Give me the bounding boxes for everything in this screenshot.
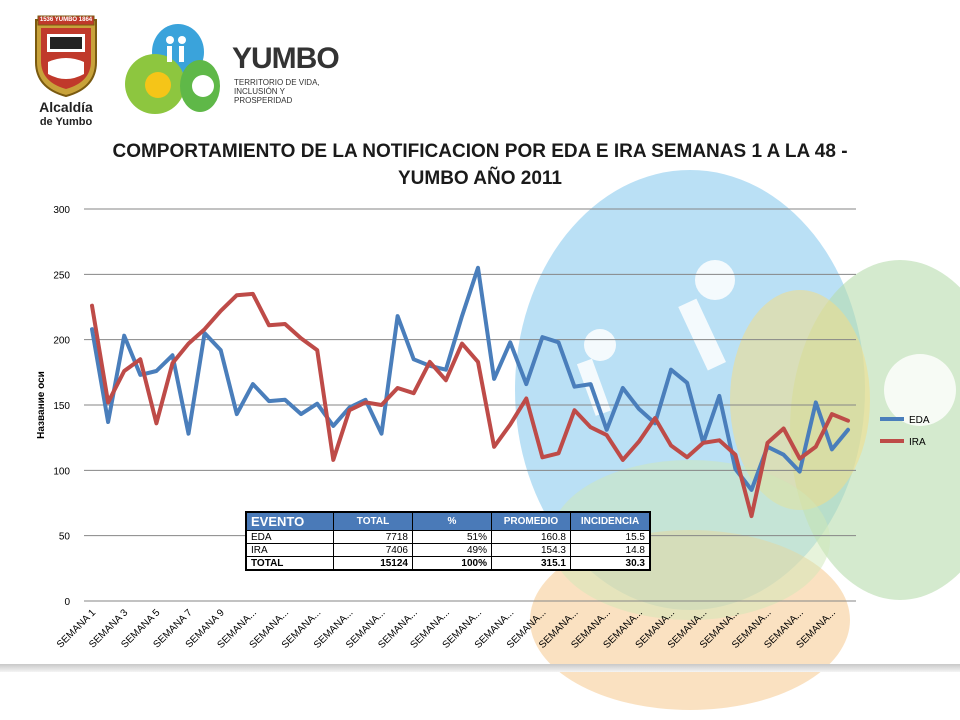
y-tick-label: 50 bbox=[59, 532, 71, 543]
brand-tagline-line1: TERRITORIO DE VIDA, bbox=[234, 78, 320, 87]
table-row-ira: IRA 7406 49% 154.3 14.8 bbox=[245, 543, 651, 557]
alcaldia-crest-logo: 1536 YUMBO 1864 Alcaldía de Yumbo bbox=[30, 14, 102, 129]
series-line-ira bbox=[90, 291, 850, 519]
crest-caption-line1: Alcaldía bbox=[39, 99, 93, 115]
chart-title: COMPORTAMIENTO DE LA NOTIFICACION POR ED… bbox=[112, 141, 848, 189]
cell-incidencia: 30.3 bbox=[570, 556, 651, 571]
table-row-eda: EDA 7718 51% 160.8 15.5 bbox=[245, 530, 651, 544]
crest-shield-icon bbox=[35, 15, 97, 98]
cell-promedio: 160.8 bbox=[491, 530, 571, 544]
cell-total: 7406 bbox=[333, 543, 413, 557]
header-total: TOTAL bbox=[333, 511, 413, 531]
legend-label: IRA bbox=[909, 437, 926, 448]
cell-total: 7718 bbox=[333, 530, 413, 544]
cell-percent: 51% bbox=[412, 530, 492, 544]
cell-event: IRA bbox=[245, 543, 334, 557]
y-axis-title: Название оси bbox=[36, 371, 47, 439]
bottom-divider bbox=[0, 664, 960, 672]
header-percent: % bbox=[412, 511, 492, 531]
cell-percent: 100% bbox=[412, 556, 492, 571]
yumbo-brand-logo: YUMBO TERRITORIO DE VIDA, INCLUSIÓN Y PR… bbox=[120, 22, 340, 117]
y-tick-label: 200 bbox=[53, 336, 70, 347]
brand-tagline-line2: INCLUSIÓN Y PROSPERIDAD bbox=[234, 87, 293, 105]
cell-event: EDA bbox=[245, 530, 334, 544]
cell-percent: 49% bbox=[412, 543, 492, 557]
header-incidencia: INCIDENCIA bbox=[570, 511, 651, 531]
watermark-gear-icon bbox=[884, 354, 956, 426]
watermark-light-green-shape bbox=[550, 460, 830, 620]
y-tick-label: 250 bbox=[53, 270, 70, 281]
y-tick-label: 100 bbox=[53, 466, 70, 477]
summary-table-header-row: EVENTO TOTAL % PROMEDIO INCIDENCIA bbox=[245, 511, 651, 531]
y-tick-label: 150 bbox=[53, 401, 70, 412]
series-line-eda bbox=[90, 265, 850, 492]
brand-emblem-icon bbox=[125, 24, 220, 114]
header-promedio: PROMEDIO bbox=[491, 511, 571, 531]
cell-incidencia: 15.5 bbox=[570, 530, 651, 544]
crest-caption-line2: de Yumbo bbox=[39, 116, 93, 128]
cell-incidencia: 14.8 bbox=[570, 543, 651, 557]
brand-name: YUMBO bbox=[232, 42, 340, 75]
y-tick-label: 0 bbox=[64, 597, 70, 608]
cell-promedio: 315.1 bbox=[491, 556, 571, 571]
cell-total: 15124 bbox=[333, 556, 413, 571]
y-tick-label: 300 bbox=[53, 205, 70, 216]
cell-event: TOTAL bbox=[245, 556, 334, 571]
cell-promedio: 154.3 bbox=[491, 543, 571, 557]
table-row-total: TOTAL 15124 100% 315.1 30.3 bbox=[245, 556, 651, 571]
crest-banner-text: 1536 YUMBO 1864 bbox=[39, 17, 93, 23]
header-evento: EVENTO bbox=[245, 511, 334, 531]
summary-table: EVENTO TOTAL % PROMEDIO INCIDENCIA EDA 7… bbox=[245, 511, 651, 571]
legend-label: EDA bbox=[909, 415, 930, 426]
